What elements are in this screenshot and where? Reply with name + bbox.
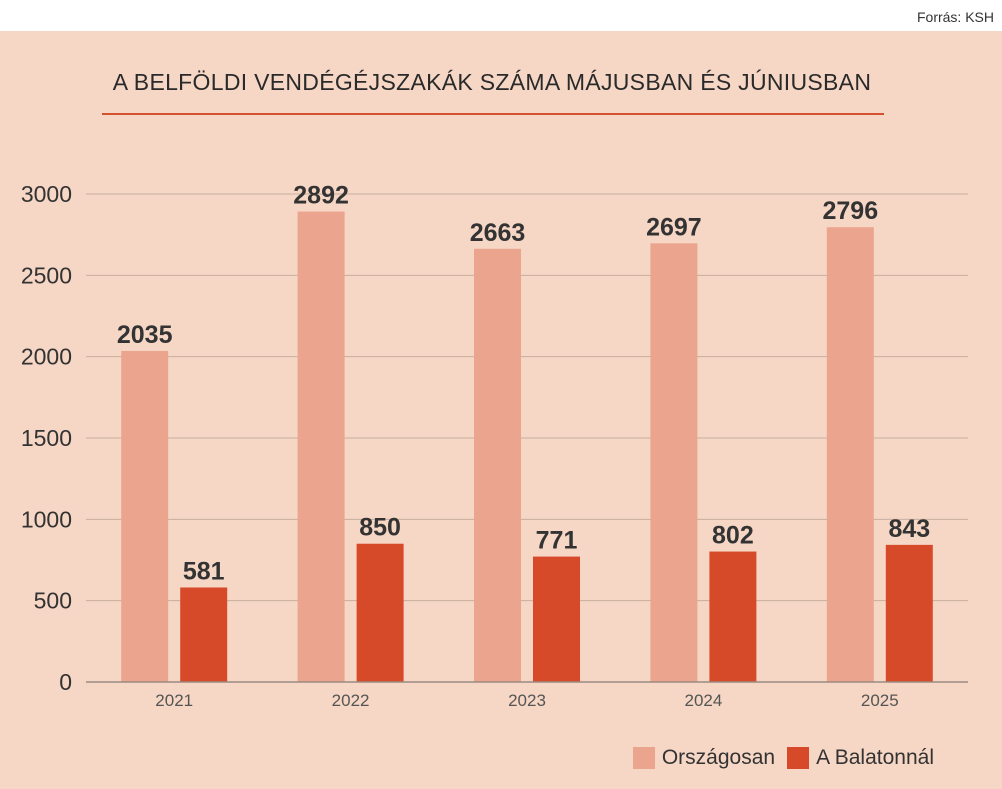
chart-panel: A BELFÖLDI VENDÉGÉJSZAKÁK SZÁMA MÁJUSBAN…	[0, 31, 1002, 789]
bar-orszagosan	[121, 350, 169, 682]
data-label-balatonnal: 850	[359, 514, 401, 542]
y-tick-label: 2000	[21, 344, 72, 370]
y-tick-label: 1000	[21, 506, 72, 532]
y-tick-label: 1500	[21, 425, 72, 451]
bar-balatonnal	[533, 556, 580, 682]
bar-orszagosan	[650, 243, 698, 682]
y-tick-label: 0	[59, 669, 72, 695]
data-label-orszagosan: 2892	[293, 182, 349, 210]
legend-label-balatonnal: A Balatonnál	[816, 746, 934, 769]
legend-item-orszagosan: Országosan	[632, 746, 776, 770]
x-axis-ticks: 2021 2022 2023 2024 2025	[155, 691, 898, 710]
y-tick-label: 3000	[21, 181, 72, 207]
bar-orszagosan	[826, 227, 874, 682]
title-underline	[102, 113, 884, 115]
bar-orszagosan	[297, 211, 345, 682]
y-tick-label: 500	[34, 588, 72, 614]
data-label-orszagosan: 2796	[822, 197, 878, 225]
bar-orszagosan	[474, 248, 521, 682]
bar-balatonnal	[709, 551, 757, 682]
legend-item-balatonnal: A Balatonnál	[787, 746, 934, 770]
legend-swatch-orszagosan	[632, 747, 655, 769]
legend-swatch-balatonnal	[787, 747, 810, 769]
data-label-balatonnal: 581	[183, 557, 225, 585]
legend: Országosan A Balatonnál	[621, 746, 934, 770]
y-tick-label: 2500	[21, 262, 72, 288]
x-tick-label: 2021	[155, 691, 193, 710]
data-label-balatonnal: 771	[536, 527, 578, 555]
data-label-orszagosan: 2663	[470, 219, 526, 247]
grid-lines	[86, 193, 968, 602]
x-tick-label: 2022	[332, 691, 370, 710]
y-axis-ticks: 0 500 1000 1500 2000 2500 3000	[21, 181, 72, 695]
legend-label-orszagosan: Országosan	[661, 746, 776, 769]
source-note: Forrás: KSH	[916, 9, 994, 25]
data-label-orszagosan: 2035	[117, 321, 173, 349]
data-label-balatonnal: 802	[712, 522, 754, 550]
x-tick-label: 2023	[508, 691, 546, 710]
bar-balatonnal	[356, 543, 404, 682]
bars: 2035 581 2892 850 2663 771 2697 802 2796 843	[117, 182, 933, 682]
chart-title: A BELFÖLDI VENDÉGÉJSZAKÁK SZÁMA MÁJUSBAN…	[112, 69, 872, 95]
data-label-orszagosan: 2697	[646, 213, 702, 241]
bar-balatonnal	[885, 544, 933, 682]
bar-balatonnal	[180, 587, 228, 682]
x-tick-label: 2025	[861, 691, 899, 710]
data-label-balatonnal: 843	[888, 515, 930, 543]
x-tick-label: 2024	[684, 691, 722, 710]
